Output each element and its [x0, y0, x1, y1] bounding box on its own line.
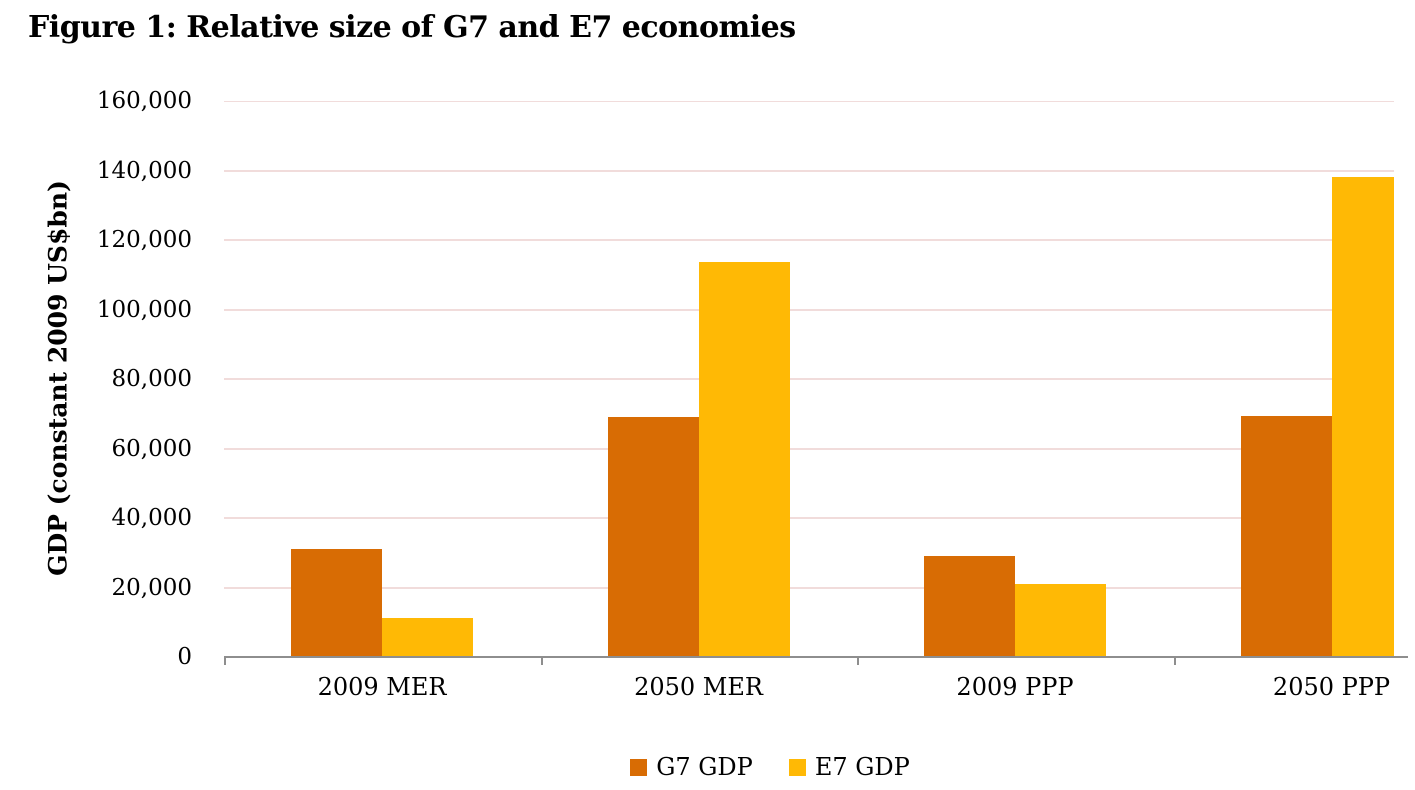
gridline-100000 — [224, 308, 1394, 311]
y-tick-label-80000: 80,000 — [111, 366, 192, 392]
y-tick-label-140000: 140,000 — [96, 157, 192, 184]
x-axis-tick-3 — [1173, 657, 1176, 665]
bar-g7-gdp-2050-mer — [607, 417, 699, 657]
plot-area — [224, 101, 1394, 657]
y-tick-label-40000: 40,000 — [111, 505, 192, 531]
x-axis-tick-1 — [540, 657, 543, 665]
y-tick-label-120000: 120,000 — [96, 227, 192, 253]
gridline-120000 — [224, 239, 1394, 241]
x-axis-line — [224, 656, 1408, 658]
gridline-80000 — [224, 378, 1394, 380]
gridline-160000 — [224, 101, 1394, 102]
gridline-60000 — [224, 447, 1394, 450]
x-axis-tick-2 — [857, 657, 859, 665]
legend-swatch-icon-e7-gdp — [788, 758, 806, 776]
bar-e7-gdp-2050-ppp — [1331, 177, 1394, 657]
legend: G7 GDP E7 GDP — [125, 751, 1415, 783]
bar-e7-gdp-2009-ppp — [1015, 584, 1106, 657]
y-tick-label-60000: 60,000 — [111, 435, 192, 462]
x-category-label-2009-ppp: 2009 PPP — [956, 673, 1074, 701]
legend-swatch-icon-g7-gdp — [630, 758, 648, 776]
legend-entry-e7-gdp: E7 GDP — [788, 753, 910, 781]
gridline-140000 — [224, 169, 1394, 172]
bar-g7-gdp-2050-ppp — [1240, 416, 1332, 657]
bar-e7-gdp-2050-mer — [698, 262, 790, 657]
gridline-40000 — [224, 517, 1394, 519]
x-axis-tick-0 — [224, 657, 226, 665]
bar-e7-gdp-2009-mer — [382, 618, 473, 657]
gridline-20000 — [224, 586, 1394, 589]
x-category-label-2050-mer: 2050 MER — [634, 673, 763, 701]
chart-title: Figure 1: Relative size of G7 and E7 eco… — [28, 10, 796, 45]
y-tick-label-20000: 20,000 — [111, 574, 192, 601]
x-category-label-2009-mer: 2009 MER — [317, 673, 447, 701]
y-tick-label-100000: 100,000 — [96, 296, 192, 323]
y-tick-label-0: 0 — [177, 644, 192, 670]
legend-label-g7-gdp: G7 GDP — [656, 753, 753, 781]
legend-entry-g7-gdp: G7 GDP — [630, 754, 753, 780]
x-category-label-2050-ppp: 2050 PPP — [1272, 673, 1391, 701]
y-tick-label-160000: 160,000 — [96, 88, 192, 114]
bar-g7-gdp-2009-mer — [291, 549, 382, 657]
bar-g7-gdp-2009-ppp — [924, 556, 1015, 657]
legend-label-e7-gdp: E7 GDP — [814, 753, 910, 781]
